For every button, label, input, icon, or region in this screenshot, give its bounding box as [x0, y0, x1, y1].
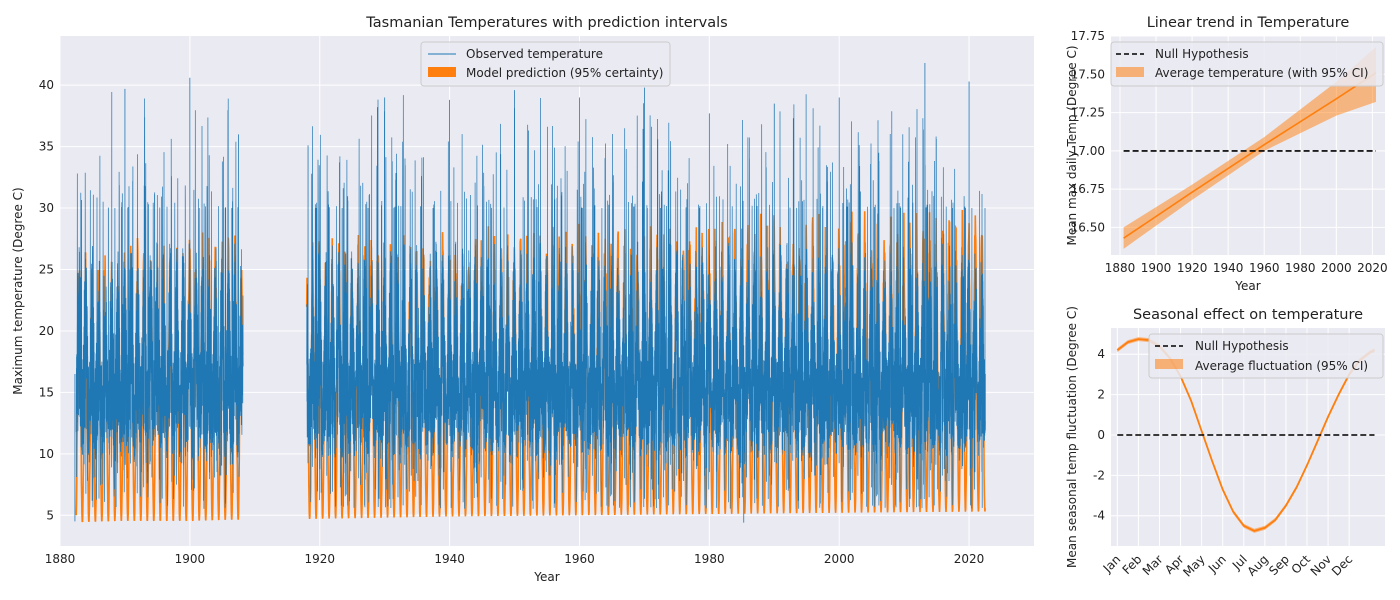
x-tick-label: Aug — [1245, 552, 1271, 578]
x-tick-label: Dec — [1329, 552, 1355, 578]
x-tick-label: 1940 — [434, 552, 465, 566]
y-axis-label: Maximum temperature (Degree C) — [11, 187, 25, 394]
x-axis-label: Year — [1234, 279, 1260, 293]
legend-box — [1110, 41, 1384, 87]
y-tick-label: 25 — [39, 262, 54, 276]
legend-label-trend: Average temperature (with 95% CI) — [1155, 66, 1368, 80]
y-tick-label: 5 — [46, 508, 54, 522]
observed-temperature-line — [306, 94, 986, 509]
panel-main-temperature: 1880 1900 1920 1940 1960 1980 2000 2020 5 10 15 20 2… — [11, 15, 1034, 584]
panel-linear-trend: 1880 1900 1920 1940 1960 1980 2000 2020 16.50 16.… — [1065, 15, 1388, 293]
y-tick-label: 0 — [1097, 428, 1105, 442]
x-tick-label: 2020 — [1357, 261, 1388, 275]
x-tick-label: 1900 — [175, 552, 206, 566]
x-tick-label: Mar — [1140, 552, 1166, 578]
legend: Observed temperature Model prediction (95… — [420, 41, 671, 87]
y-tick-label: 20 — [39, 324, 54, 338]
legend-box — [420, 41, 671, 87]
y-axis-label: Mean seasonal temp fluctuation (Degree C… — [1065, 306, 1079, 568]
x-tick-label: Jan — [1100, 552, 1124, 576]
chart-title: Seasonal effect on temperature — [1133, 307, 1363, 323]
trend-ci-band — [1123, 46, 1376, 249]
legend-label-null: Null Hypothesis — [1195, 339, 1289, 353]
y-tick-label: 35 — [39, 140, 54, 154]
y-tick-label: 4 — [1097, 347, 1105, 361]
x-tick-label: 1980 — [1285, 261, 1316, 275]
x-tick-label: 1920 — [1177, 261, 1208, 275]
x-tick-label: 2020 — [954, 552, 985, 566]
x-tick-label: 1960 — [1249, 261, 1280, 275]
y-tick-label: 2 — [1097, 388, 1105, 402]
x-tick-label: 1880 — [45, 552, 76, 566]
legend: Null Hypothesis Average fluctuation (95% … — [1148, 333, 1384, 379]
legend-label-seasonal: Average fluctuation (95% CI) — [1195, 359, 1368, 373]
chart-title: Linear trend in Temperature — [1147, 15, 1350, 31]
x-tick-label: Jun — [1205, 552, 1229, 576]
y-tick-label: 17.75 — [1071, 29, 1105, 43]
x-tick-label: Nov — [1308, 552, 1334, 578]
x-tick-label: 1940 — [1213, 261, 1244, 275]
x-tick-label: Feb — [1120, 552, 1145, 577]
y-tick-label: 17.25 — [1071, 106, 1105, 120]
y-tick-label: -4 — [1093, 509, 1105, 523]
y-tick-label: -2 — [1093, 468, 1105, 482]
y-axis-label: Mean max daily Temp (Degree C) — [1065, 45, 1079, 245]
x-tick-label: May — [1180, 552, 1207, 579]
x-tick-label: 1960 — [564, 552, 595, 566]
plot-content — [74, 63, 986, 523]
x-tick-label: 2000 — [1321, 261, 1352, 275]
y-tick-label: 30 — [39, 201, 54, 215]
x-tick-label: 2000 — [824, 552, 855, 566]
y-tick-label: 40 — [39, 78, 54, 92]
legend-swatch-trend — [1116, 67, 1144, 77]
y-tick-label: 17.50 — [1071, 67, 1105, 81]
legend-label-null: Null Hypothesis — [1155, 47, 1249, 61]
legend-swatch-prediction — [428, 67, 456, 77]
x-axis-label: Year — [533, 570, 559, 584]
legend-label-prediction: Model prediction (95% certainty) — [466, 66, 663, 80]
y-tick-label: 17.00 — [1071, 144, 1105, 158]
legend: Null Hypothesis Average temperature (with… — [1110, 41, 1384, 87]
x-tick-label: 1980 — [694, 552, 725, 566]
x-tick-label: Sep — [1266, 552, 1292, 578]
y-tick-label: 10 — [39, 447, 54, 461]
y-tick-label: 15 — [39, 385, 54, 399]
chart-title: Tasmanian Temperatures with prediction i… — [365, 15, 727, 31]
trend-line — [1123, 72, 1377, 239]
y-tick-label: 16.75 — [1071, 182, 1105, 196]
y-tick-label: 16.50 — [1071, 220, 1105, 234]
observed-temperature-line — [75, 91, 244, 509]
legend-label-observed: Observed temperature — [466, 47, 603, 61]
x-tick-label: 1880 — [1105, 261, 1136, 275]
legend-swatch-seasonal — [1155, 359, 1183, 369]
x-tick-label: Oct — [1289, 552, 1314, 577]
x-tick-label: 1900 — [1141, 261, 1172, 275]
x-tick-label: 1920 — [304, 552, 335, 566]
legend-box — [1148, 333, 1384, 379]
